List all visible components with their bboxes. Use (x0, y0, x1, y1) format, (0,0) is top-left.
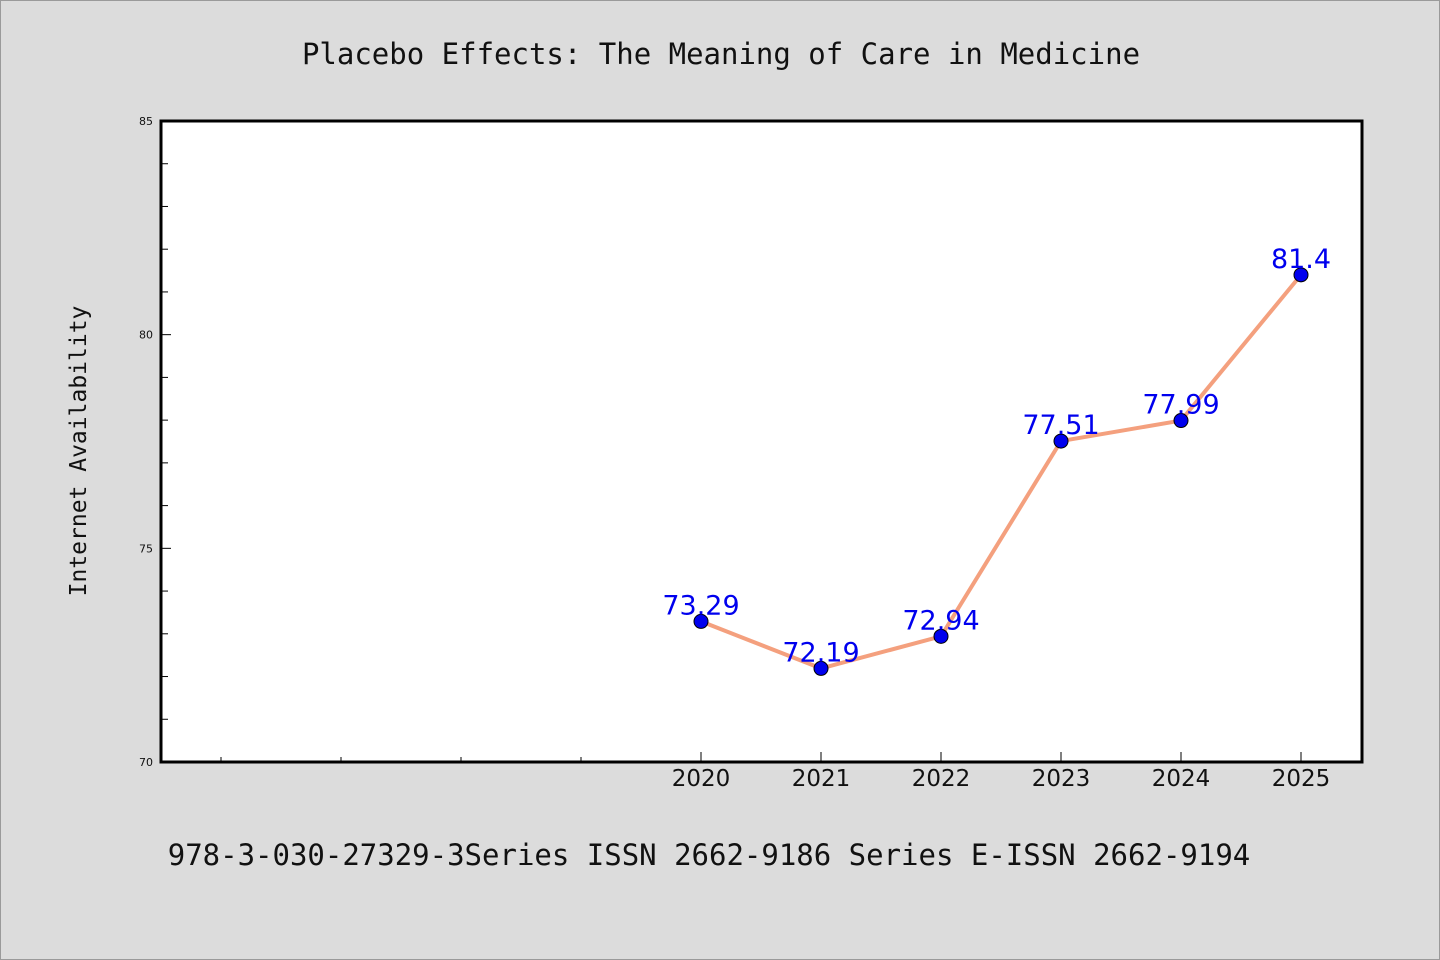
data-point (813, 660, 829, 676)
x-tick-label: 2025 (1272, 766, 1331, 792)
data-label: 73.29 (662, 590, 739, 621)
x-tick-label: 2023 (1032, 766, 1091, 792)
data-label: 77.51 (1022, 410, 1099, 441)
series-layer (693, 267, 1309, 676)
y-axis-label: Internet Availability (66, 306, 92, 597)
data-label: 72.19 (782, 637, 859, 668)
data-label: 77.99 (1142, 390, 1219, 421)
data-point (933, 628, 949, 644)
x-tick-label: 2022 (912, 766, 971, 792)
data-label-layer: 73.29 72.19 72.94 77.51 77.99 81.4 (662, 244, 1331, 669)
chart-footer: 978-3-030-27329-3Series ISSN 2662-9186 S… (168, 838, 1251, 872)
plot-area (159, 119, 1364, 764)
chart-title: Placebo Effects: The Meaning of Care in … (302, 37, 1140, 71)
y-axis-ticks: 70 75 80 85 (139, 115, 171, 769)
data-label: 81.4 (1271, 244, 1331, 275)
y-tick-label: 75 (139, 542, 153, 555)
data-point (1293, 267, 1309, 283)
y-tick-label: 70 (139, 756, 153, 769)
data-point (1173, 413, 1189, 429)
x-axis-minor-ticks (220, 757, 582, 762)
data-label: 72.94 (902, 605, 979, 636)
x-tick-label: 2020 (672, 766, 731, 792)
y-tick-label: 85 (139, 115, 153, 128)
data-point (693, 613, 709, 629)
series-line (699, 272, 1303, 671)
y-tick-label: 80 (139, 329, 153, 342)
data-point (1053, 433, 1069, 449)
x-axis-ticks: 2020 2021 2022 2023 2024 2025 (672, 752, 1331, 792)
x-tick-label: 2024 (1152, 766, 1211, 792)
x-tick-label: 2021 (792, 766, 851, 792)
